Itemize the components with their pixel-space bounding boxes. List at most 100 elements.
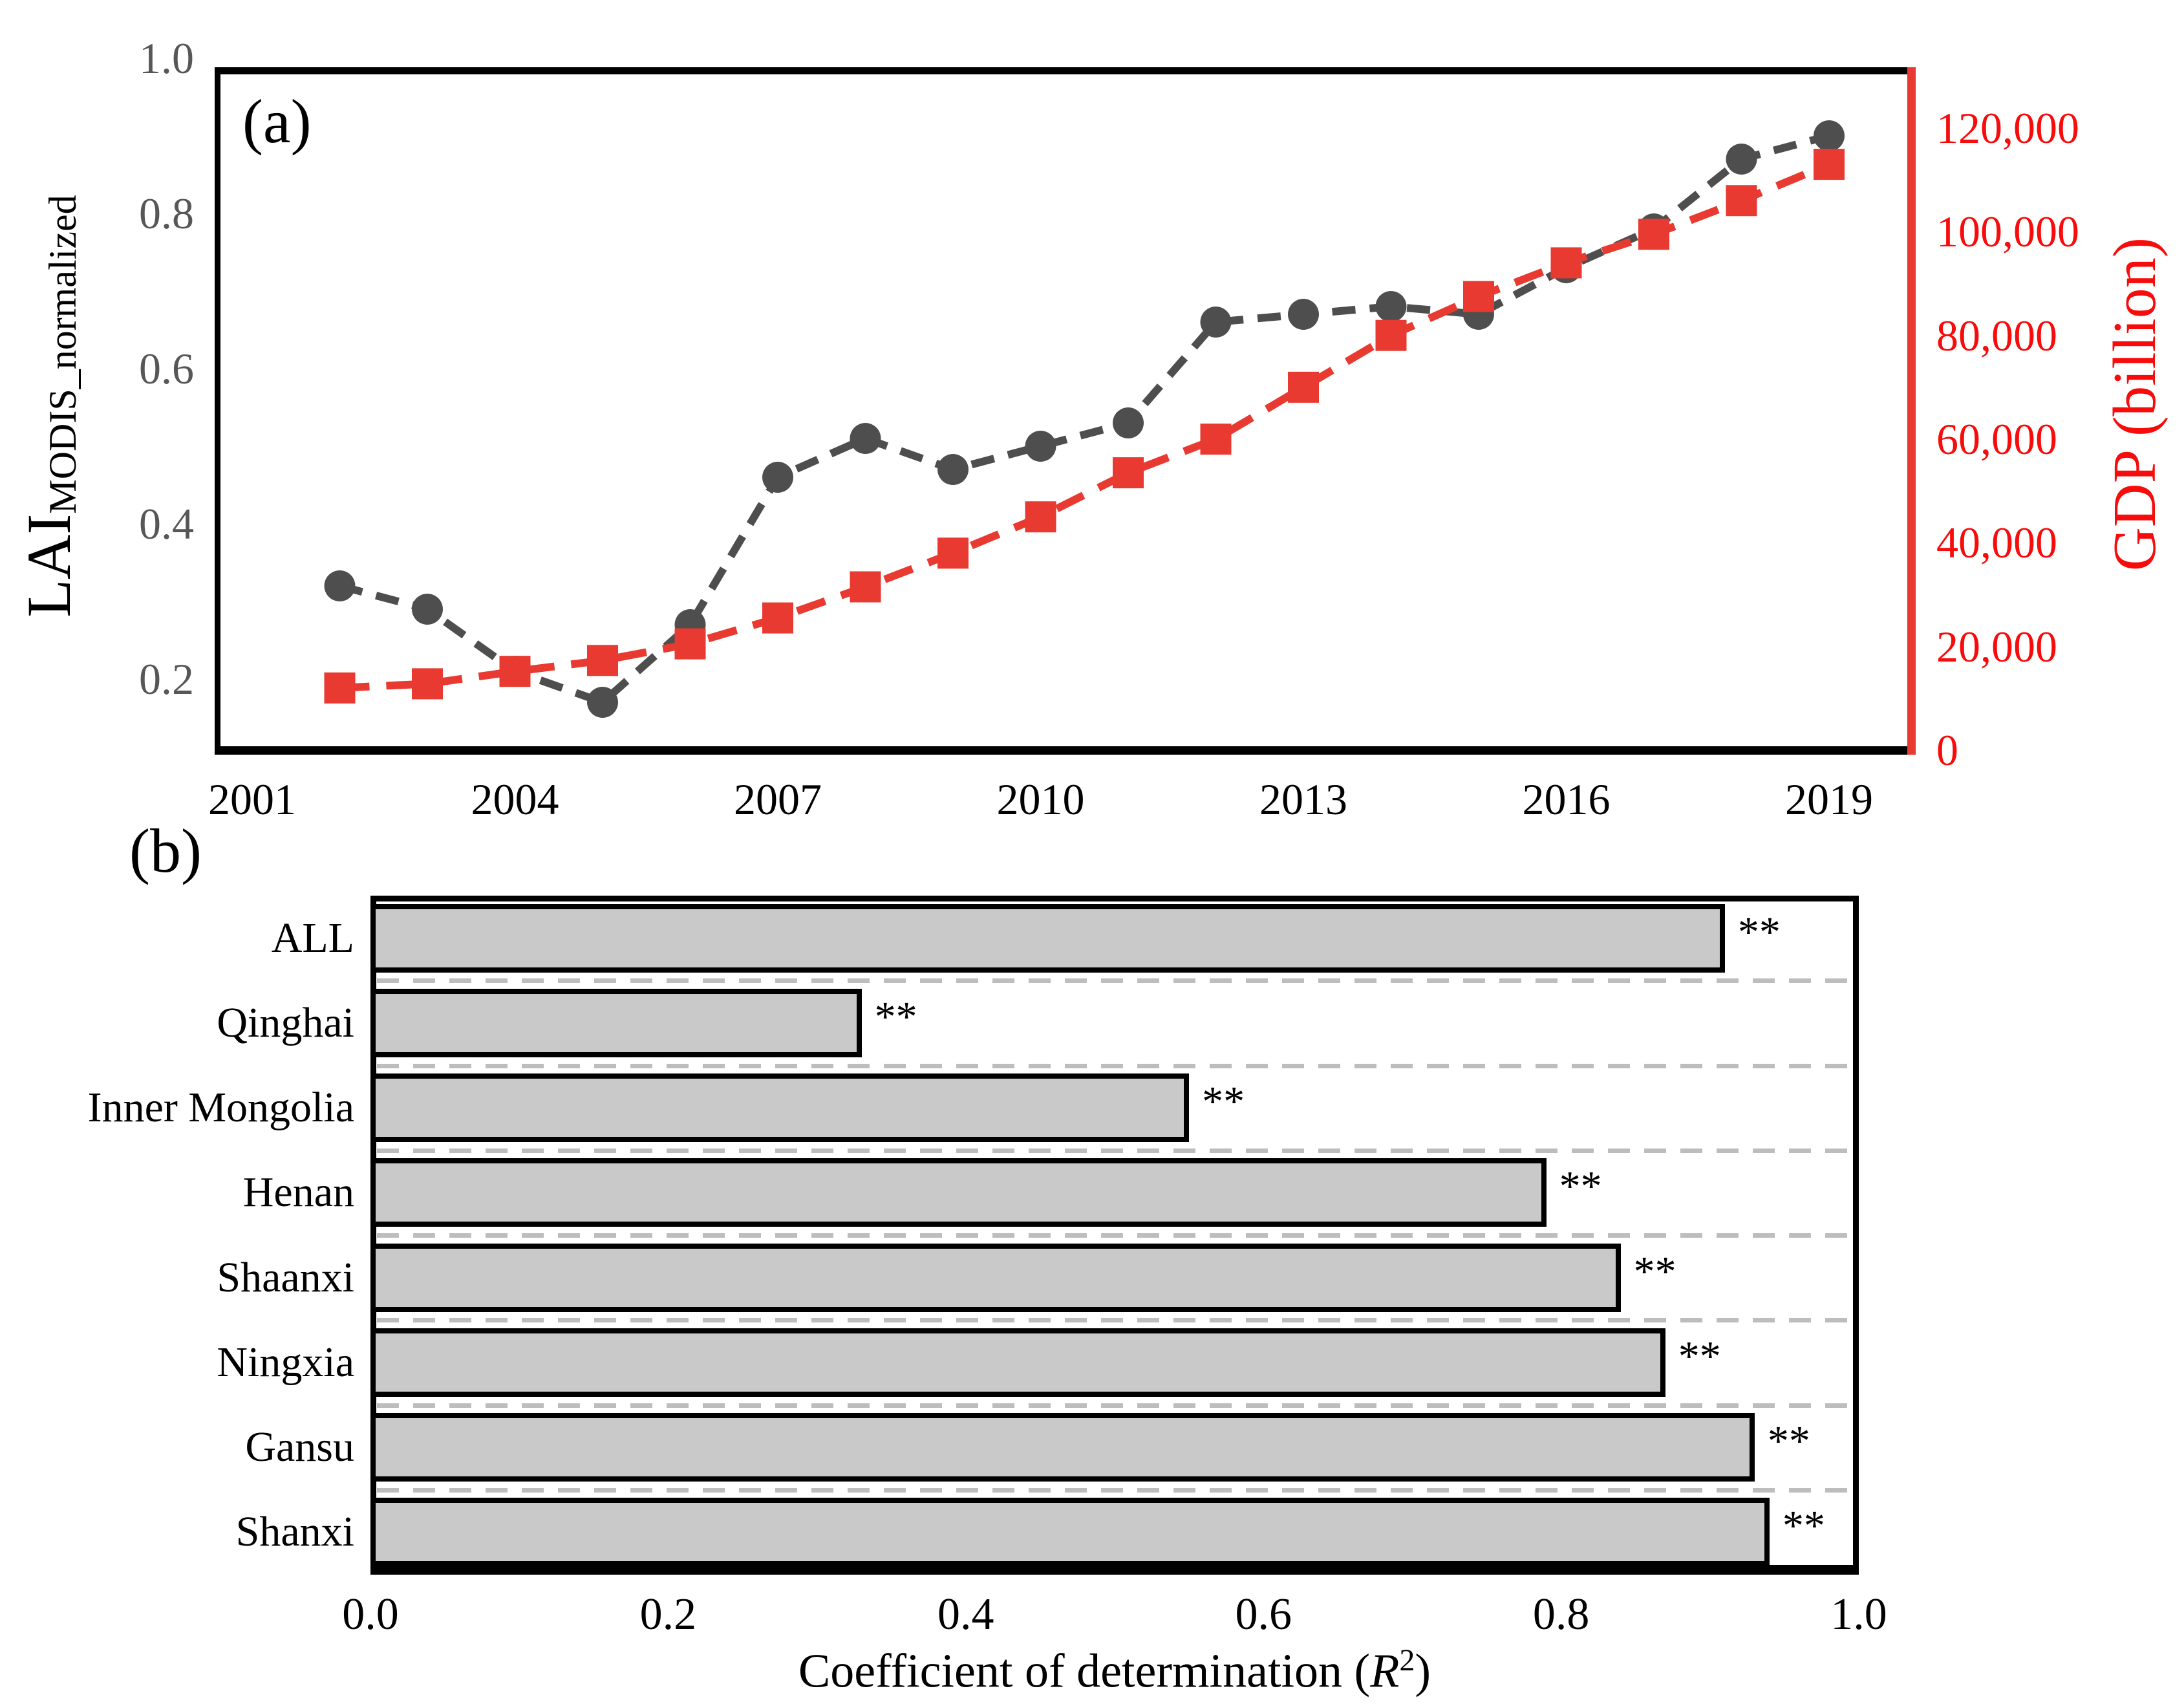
bar-category-label: Shaanxi [217,1253,354,1301]
lai-data-point [1375,291,1407,322]
r2-bar [370,1243,1621,1312]
y-right-tick-label: 120,000 [1936,103,2079,153]
x-tick-label-year: 2013 [1259,775,1347,824]
lai-data-point [587,687,618,718]
r2-bar [370,1158,1547,1227]
y-left-tick-label: 0.2 [139,654,194,704]
lai-series-line [338,132,1830,707]
gdp-data-point [587,645,618,676]
b-x-tick-label: 0.0 [342,1590,399,1639]
b-xlabel-suffix: ) [1415,1645,1431,1698]
gdp-data-point [1200,424,1232,455]
bar-category-label: Inner Mongolia [87,1084,354,1132]
panel-a-label: (a) [242,87,312,156]
row-separator-dashed [377,1487,1852,1493]
row-separator-dashed [377,1148,1852,1153]
y-axis-title-lai: LAI MODIS_normalized [10,83,87,729]
gdp-data-point [1726,185,1757,217]
x-tick-label-year: 2010 [996,775,1085,824]
lai-data-point [1200,307,1232,338]
significance-marker: ** [1678,1332,1721,1380]
gdp-data-point [1375,319,1407,351]
b-xlabel-prefix: Coefficient of determination ( [798,1645,1371,1698]
lai-data-point [1550,252,1582,283]
lai-data-point [762,462,793,493]
y-right-tick-label: 20,000 [1936,621,2057,671]
row-separator-dashed [377,1063,1852,1068]
gdp-data-point [1814,149,1845,180]
gdp-data-point [1025,501,1056,533]
lai-data-point [412,594,443,625]
y-right-tick-label: 40,000 [1936,518,2057,568]
y-right-tick-label: 60,000 [1936,415,2057,464]
b-x-tick-label: 0.8 [1532,1590,1590,1639]
panel-a-bottom-spine [215,746,1916,755]
x-tick-label-year: 2007 [734,775,822,824]
significance-marker: ** [1737,908,1781,956]
lai-data-point [1638,213,1669,244]
panel-a-right-spine [1907,67,1916,755]
row-separator-dashed [377,1318,1852,1323]
bar-category-label: Ningxia [217,1338,354,1386]
bar-category-label: Qinghai [217,998,354,1046]
b-x-tick-label: 0.6 [1235,1590,1292,1639]
gdp-title-text: GDP (billion) [2101,237,2168,572]
y-right-tick-label: 0 [1936,726,1958,775]
lai-data-point [324,570,356,601]
lai-data-point [1726,144,1757,175]
y-left-tick-label: 0.4 [139,499,194,548]
b-x-tick-label: 0.2 [639,1590,697,1639]
gdp-data-point [1463,281,1494,312]
gdp-data-point [412,668,443,700]
lai-data-point [1288,299,1319,330]
y-right-tick-label: 80,000 [1936,310,2057,360]
bar-category-label: ALL [271,914,354,962]
b-xlabel-sup: 2 [1399,1643,1415,1677]
y-left-tick-label: 0.6 [139,344,194,393]
row-separator-dashed [377,1403,1852,1408]
x-tick-label-year: 2016 [1522,775,1611,824]
gdp-series-line [339,160,1831,692]
lai-data-point [1113,407,1144,438]
row-separator-dashed [377,978,1852,984]
gdp-data-point [1550,247,1582,279]
bar-category-label: Henan [242,1169,354,1216]
significance-marker: ** [1559,1163,1602,1211]
lai-data-point [850,423,881,454]
gdp-data-point [324,672,356,704]
significance-marker: ** [1782,1502,1825,1550]
gdp-data-point [937,537,969,569]
lai-data-point [1463,299,1494,330]
gdp-data-point [850,571,881,603]
y-right-tick-label: 100,000 [1936,207,2079,257]
gdp-data-point [1113,457,1144,489]
bar-category-label: Gansu [245,1423,354,1471]
r2-bar [370,903,1725,973]
lai-data-point [1814,120,1845,151]
lai-data-point [937,454,969,485]
b-x-tick-label: 0.4 [937,1590,994,1639]
lai-data-point [674,609,706,640]
panel-b-x-axis-title: Coefficient of determination (R2) [468,1643,1761,1698]
lai-data-point [499,656,531,687]
significance-marker: ** [1202,1078,1245,1126]
gdp-data-point [499,656,531,687]
lai-data-point [1025,431,1056,462]
x-tick-label-year: 2004 [471,775,559,824]
panel-a-top-spine [215,67,1916,74]
b-xlabel-r: R [1370,1645,1400,1698]
significance-marker: ** [1633,1247,1676,1295]
r2-bar [370,1328,1665,1397]
significance-marker: ** [1767,1418,1810,1465]
gdp-data-point [674,628,706,660]
x-tick-label-year: 2019 [1785,775,1873,824]
panel-b-label: (b) [129,816,202,885]
x-tick-label-year: 2001 [208,775,296,824]
y-left-tick-label: 1.0 [139,34,194,83]
row-separator-dashed [377,1233,1852,1238]
y-left-tick-label: 0.8 [139,189,194,238]
r2-bar [370,988,862,1057]
r2-bar [370,1413,1755,1482]
gdp-data-point [1288,371,1319,403]
b-x-tick-label: 1.0 [1830,1590,1887,1639]
